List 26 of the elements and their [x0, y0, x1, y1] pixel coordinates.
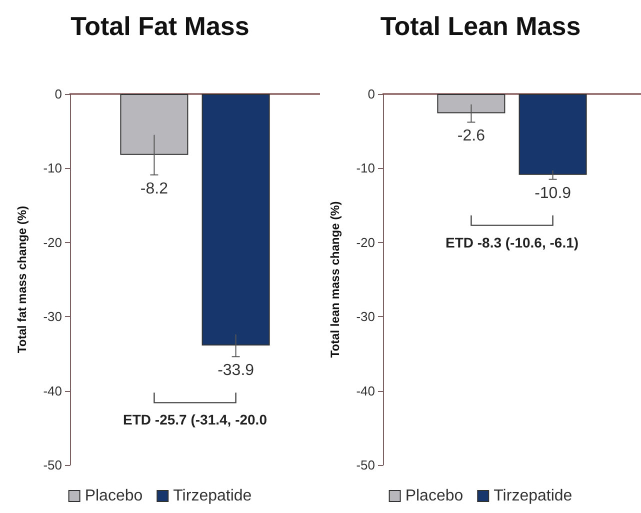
- y-tick-label: -50: [43, 458, 62, 472]
- y-tick-label: -10: [43, 160, 62, 176]
- legend-label: Placebo: [84, 488, 143, 504]
- annotation: ETD -8.3 (-10.6, -6.1): [445, 234, 579, 250]
- legend-label: Tirzepatide: [173, 488, 252, 504]
- y-tick-label: 0: [54, 86, 62, 102]
- annotation: ETD -25.7 (-31.4, -20.0: [123, 412, 268, 428]
- y-tick-label: -20: [356, 234, 375, 250]
- data-label: -2.6: [457, 128, 486, 145]
- y-axis-title: Total lean mass change (%): [328, 201, 342, 358]
- data-label: -8.2: [140, 180, 168, 198]
- y-tick-label: -40: [43, 383, 62, 398]
- data-label: -10.9: [534, 184, 572, 202]
- chart-title: Total Fat Mass: [70, 11, 250, 41]
- y-axis-title: Total fat mass change (%): [15, 206, 29, 354]
- legend-label: Tirzepatide: [494, 488, 572, 504]
- chart-title: Total Lean Mass: [380, 11, 581, 41]
- y-tick-label: -10: [356, 160, 375, 176]
- data-label: -33.9: [218, 362, 254, 380]
- y-tick-label: -40: [356, 383, 375, 398]
- y-tick-label: 0: [368, 86, 375, 102]
- y-tick-label: -30: [356, 309, 375, 324]
- y-tick-label: -30: [43, 309, 62, 324]
- y-tick-label: -20: [43, 234, 62, 250]
- y-tick-label: -50: [356, 458, 375, 472]
- legend-label: Placebo: [405, 488, 464, 504]
